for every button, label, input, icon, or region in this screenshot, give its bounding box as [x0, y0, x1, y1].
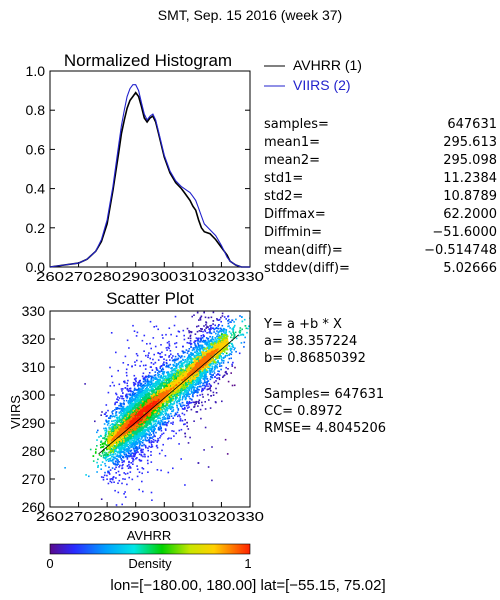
x-tick-label: 310 — [179, 269, 207, 284]
x-tick-label: 300 — [150, 269, 178, 284]
stat-key: std2= — [264, 189, 303, 204]
fit-slope: b= 0.86850392 — [264, 351, 366, 366]
x-tick-label: 320 — [207, 509, 235, 524]
x-tick-label: 300 — [150, 509, 178, 524]
legend-label-viirs: VIIRS (2) — [293, 77, 351, 93]
stat-value: 295.613 — [443, 135, 497, 150]
x-tick-label: 330 — [236, 269, 264, 284]
fit-line — [98, 334, 239, 455]
histogram-legend: AVHRR (1) VIIRS (2) — [264, 57, 362, 93]
stat-key: stddev(diff)= — [264, 261, 350, 276]
y-tick-label: 280 — [22, 443, 46, 459]
stat-key: Diffmin= — [264, 225, 322, 240]
sample-count: Samples= 647631 — [264, 387, 384, 402]
x-tick-label: 330 — [236, 509, 264, 524]
stat-key: mean1= — [264, 135, 320, 150]
y-tick-label: 330 — [22, 303, 46, 319]
histogram-y-axis: 0.0 0.2 0.4 0.6 0.8 1.0 — [26, 63, 250, 275]
colorbar-title: Density — [128, 556, 172, 571]
x-tick-label: 290 — [122, 509, 150, 524]
histogram-axes-box — [49, 70, 251, 268]
y-tick-label: 290 — [22, 415, 46, 431]
x-tick-label: 310 — [179, 509, 207, 524]
x-tick-label: 270 — [65, 509, 93, 524]
y-tick-label: 0.8 — [26, 102, 46, 118]
scatter-y-label: VIIRS — [8, 395, 23, 429]
y-tick-label: 0.6 — [26, 141, 46, 157]
y-tick-label: 1.0 — [26, 63, 46, 79]
x-tick-label: 260 — [36, 509, 64, 524]
y-tick-label: 270 — [22, 471, 46, 487]
stat-value: 5.02666 — [443, 261, 497, 276]
x-tick-label: 260 — [36, 269, 64, 284]
stat-key: Diffmax= — [264, 207, 326, 222]
colorbar-max-label: 1 — [244, 556, 251, 571]
histogram-series — [49, 84, 250, 268]
figure-title: SMT, Sep. 15 2016 (week 37) — [158, 7, 342, 23]
histogram-panel: Normalized Histogram 0.00.20.40.60.81.0 … — [26, 51, 497, 284]
scatter-x-label: AVHRR — [127, 528, 172, 543]
stat-value: −51.6000 — [432, 225, 497, 240]
stat-value: 10.8789 — [443, 189, 497, 204]
x-tick-label: 270 — [65, 269, 93, 284]
y-tick-label: 310 — [22, 359, 46, 375]
stat-value: −0.514748 — [424, 243, 497, 258]
histogram-x-axis: 260 270 280 290 300 310 320 330 — [36, 262, 264, 284]
stat-key: mean(diff)= — [264, 243, 343, 258]
scatter-x-axis: 260 270 280 290 300 310 320 330 — [36, 502, 264, 524]
y-tick-label: 260 — [22, 499, 46, 515]
stat-key: mean2= — [264, 153, 320, 168]
histogram-title: Normalized Histogram — [64, 51, 232, 70]
stat-value: 11.2384 — [443, 171, 497, 186]
stat-value: 62.2000 — [443, 207, 497, 222]
fit-equation: Y= a +b * X — [263, 317, 342, 332]
y-tick-label: 320 — [22, 331, 46, 347]
avhrr-histogram-line — [49, 91, 250, 268]
scatter-title: Scatter Plot — [106, 289, 194, 308]
y-tick-label: 0.4 — [26, 181, 46, 197]
stat-value: 647631 — [447, 117, 497, 132]
y-tick-label: 0.0 — [26, 259, 46, 275]
colorbar-gradient — [49, 543, 251, 555]
stats-table: samples= 647631 mean1= 295.613 mean2= 29… — [264, 117, 497, 276]
stat-key: samples= — [264, 117, 329, 132]
density-colorbar: 0 Density 1 — [46, 543, 252, 571]
x-tick-label: 280 — [93, 269, 121, 284]
x-tick-label: 280 — [93, 509, 121, 524]
scatter-axes-box — [49, 310, 251, 508]
y-tick-label: 300 — [22, 387, 46, 403]
y-tick-label: 0.2 — [26, 220, 46, 236]
scatter-y-axis: 260 270 280 290 300 310 320 330 — [22, 303, 55, 515]
scatter-density-field — [50, 311, 250, 507]
colorbar-min-label: 0 — [46, 556, 53, 571]
rmse-value: RMSE= 4.8045206 — [264, 421, 386, 436]
stat-key: std1= — [264, 171, 303, 186]
geo-bounds-footer: lon=[−180.00, 180.00] lat=[−55.15, 75.02… — [110, 577, 385, 594]
stat-value: 295.098 — [443, 153, 497, 168]
correlation-coefficient: CC= 0.8972 — [264, 404, 343, 419]
fit-intercept: a= 38.357224 — [264, 334, 357, 349]
legend-label-avhrr: AVHRR (1) — [293, 57, 362, 73]
viirs-histogram-line — [49, 84, 250, 268]
regression-info: Y= a +b * X a= 38.357224 b= 0.86850392 S… — [263, 317, 386, 436]
x-tick-label: 290 — [122, 269, 150, 284]
x-tick-label: 320 — [207, 269, 235, 284]
